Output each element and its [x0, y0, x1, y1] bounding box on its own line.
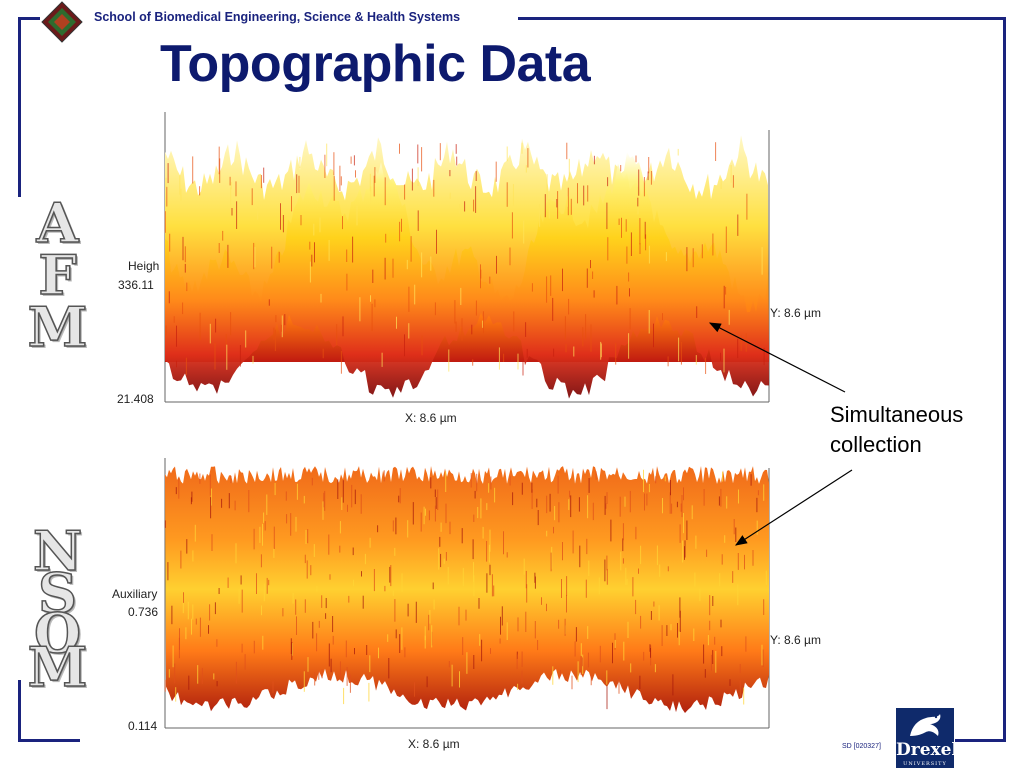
frame-right — [1003, 17, 1006, 742]
frame-top-left — [18, 17, 40, 20]
side-letter-o: O — [33, 601, 82, 665]
drexel-university-label: UNIVERSITY — [903, 761, 947, 767]
dragon-icon — [910, 714, 941, 736]
drexel-logo: Drexel UNIVERSITY — [896, 708, 958, 768]
afm-topography-plot — [164, 112, 770, 403]
bottom-y-label: Y: 8.6 µm — [770, 633, 821, 647]
side-letter-a: A — [36, 191, 79, 255]
nsom-auxiliary-plot — [164, 458, 770, 729]
page-title: Topographic Data — [160, 35, 591, 93]
bottom-z-min: 0.114 — [128, 719, 158, 733]
arrow-to-bottom-plot — [734, 469, 853, 546]
side-letter-m: M — [27, 295, 88, 359]
frame-left-bottom — [18, 680, 21, 742]
top-z-max: 336.11 — [118, 278, 154, 292]
annotation-line-1: Simultaneous — [830, 402, 964, 427]
side-letter-s: S — [37, 561, 78, 625]
frame-left-top — [18, 17, 21, 197]
footer-code: SD [020327] — [842, 743, 881, 750]
frame-bottom-left — [18, 739, 80, 742]
school-name: School of Biomedical Engineering, Scienc… — [90, 10, 465, 24]
bottom-z-label: Auxiliary — [112, 587, 158, 601]
drexel-wordmark: Drexel — [896, 740, 958, 760]
side-letter-n: N — [32, 519, 83, 583]
frame-bottom-right — [955, 739, 1006, 742]
top-z-label: Heigh — [128, 259, 160, 273]
side-letter-f: F — [38, 243, 78, 307]
side-letter-m2: M — [27, 635, 88, 699]
top-x-label: X: 8.6 µm — [405, 411, 457, 425]
top-z-min: 21.408 — [117, 392, 154, 406]
simultaneous-collection-annotation: Simultaneous collection — [830, 400, 963, 460]
frame-top-right — [518, 17, 1006, 20]
school-logo-icon — [41, 1, 83, 43]
bottom-x-label: X: 8.6 µm — [408, 737, 460, 751]
bottom-z-max: 0.736 — [128, 605, 159, 619]
annotation-line-2: collection — [830, 432, 922, 457]
arrow-to-top-plot — [708, 322, 846, 393]
top-y-label: Y: 8.6 µm — [770, 306, 821, 320]
